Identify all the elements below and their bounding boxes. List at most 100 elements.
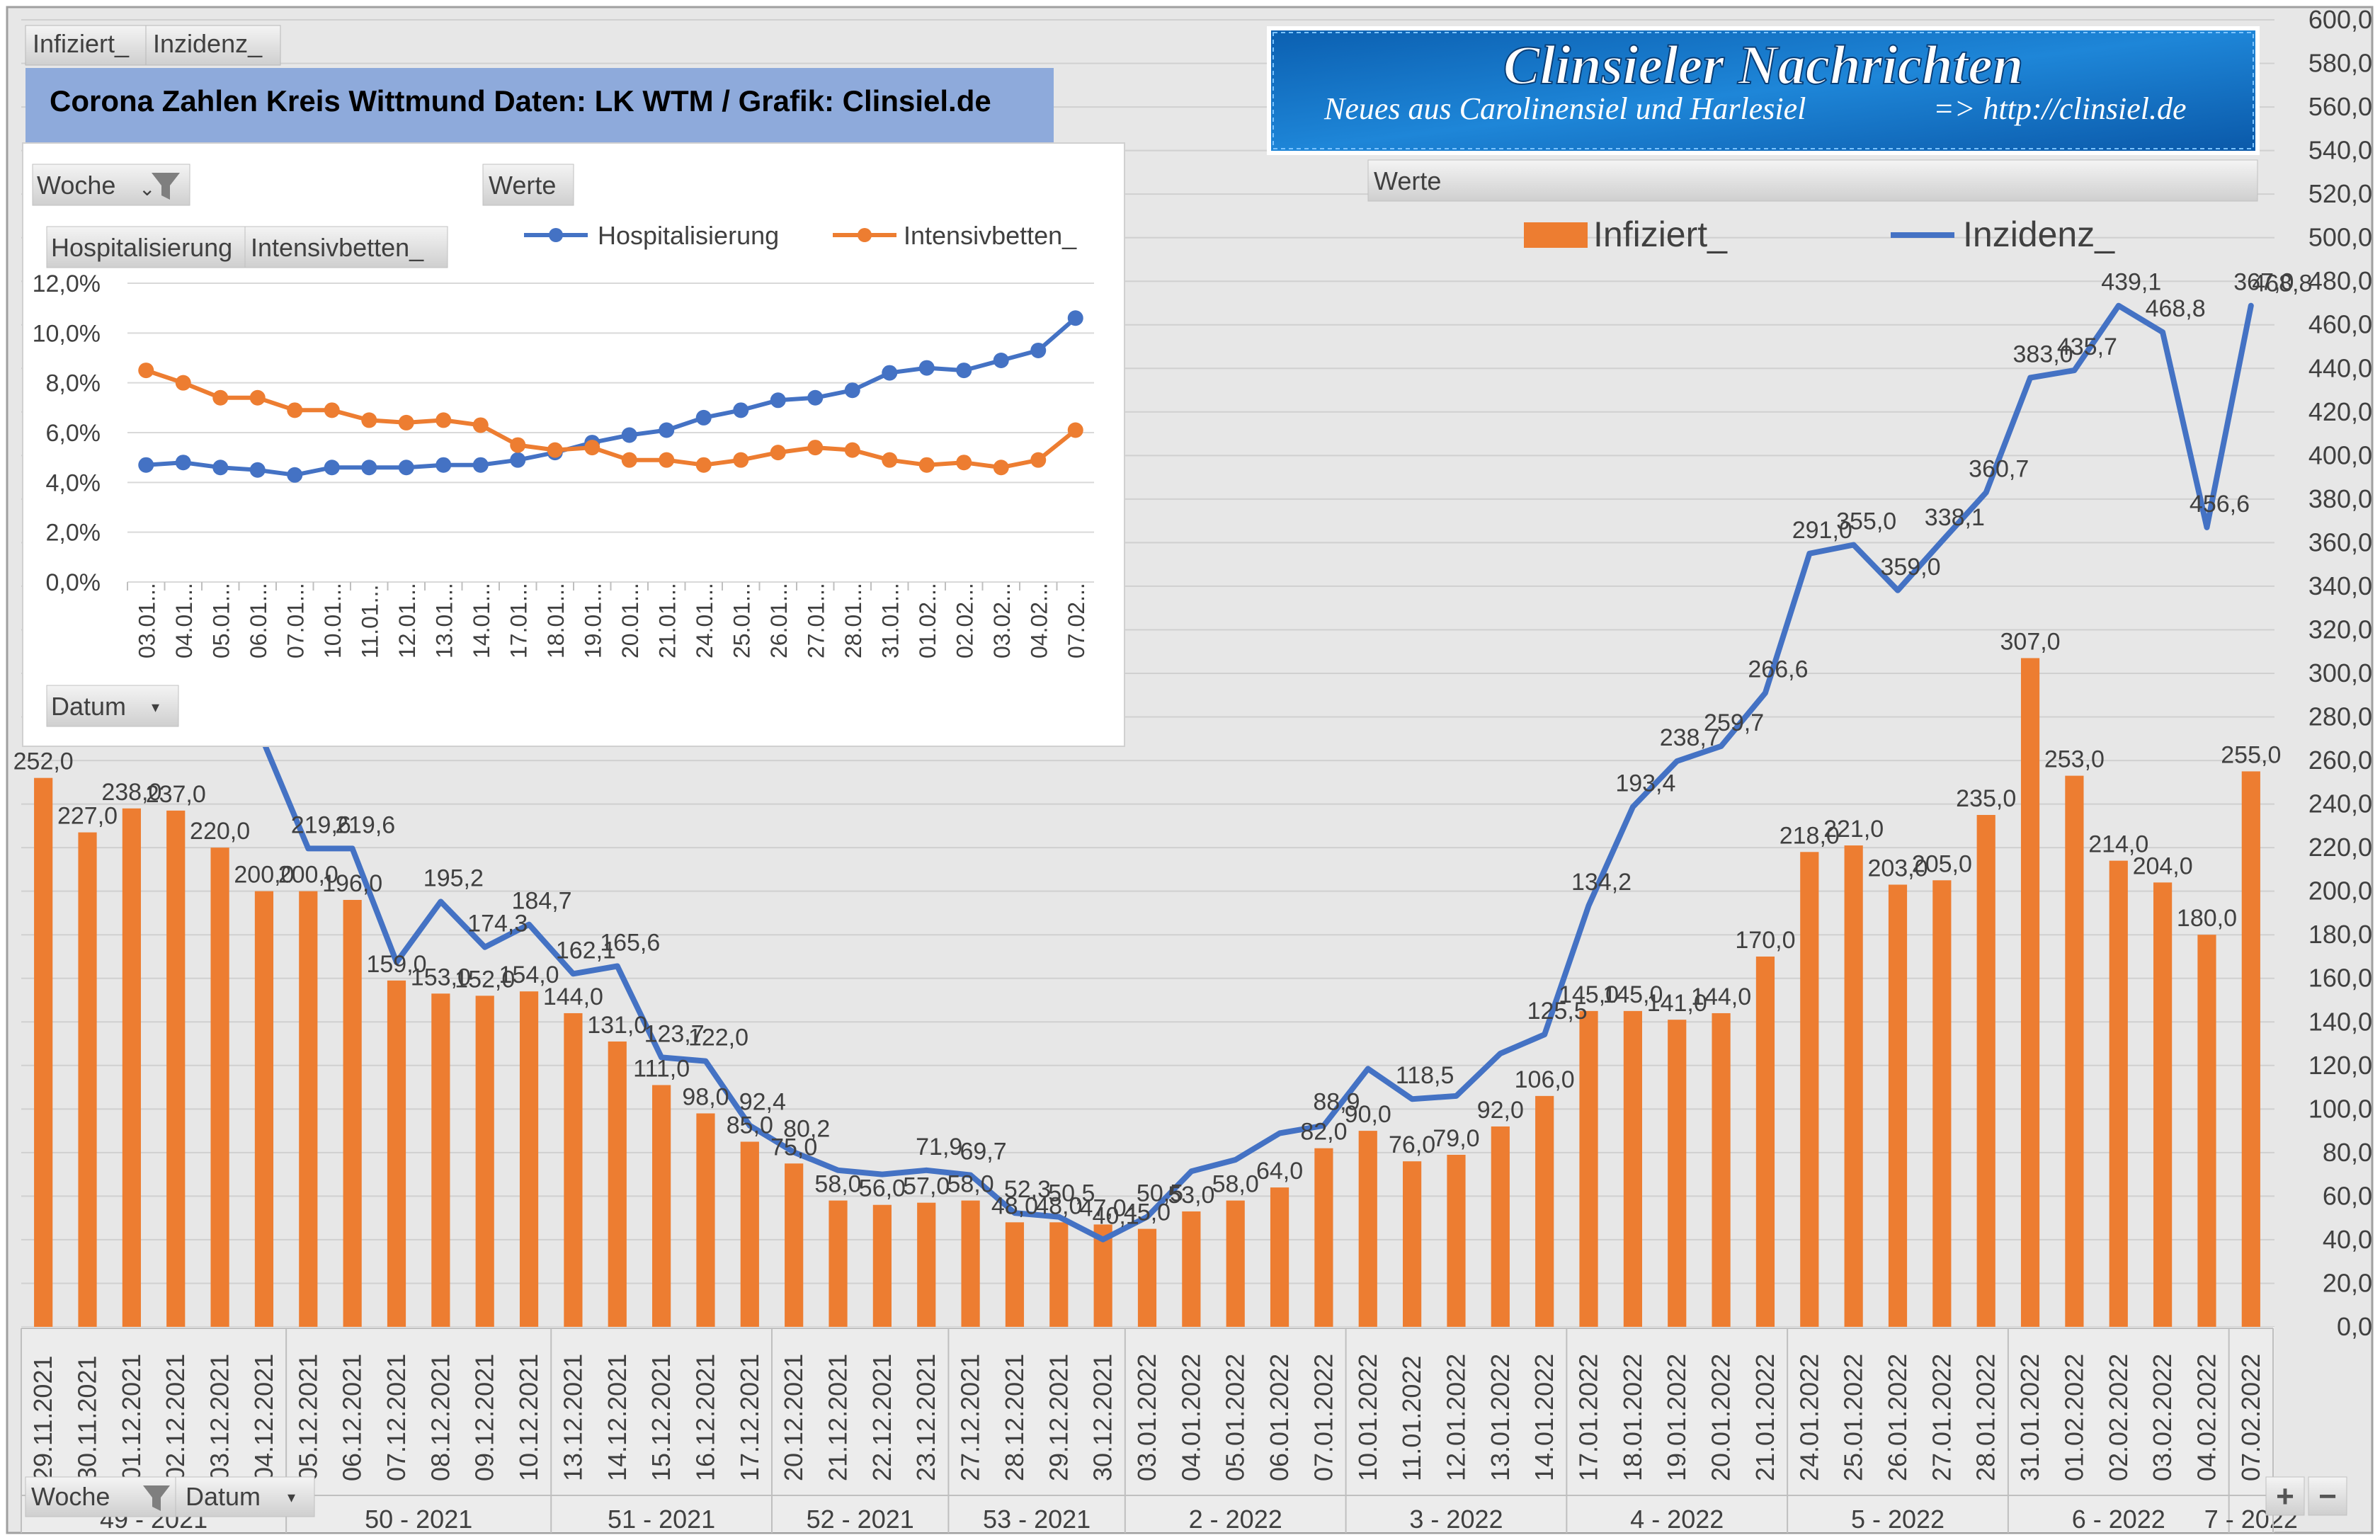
week-group-label: 2 - 2022 [1189, 1505, 1282, 1534]
inset-point-hospitalisierung [138, 457, 154, 473]
bar-infiziert [608, 1041, 627, 1327]
bar-data-label: 159,0 [366, 951, 426, 978]
line-data-label: 435,7 [2057, 333, 2117, 360]
right-axis-tick-label: 340,0 [2308, 571, 2372, 600]
right-axis-tick-label: 500,0 [2308, 223, 2372, 252]
bar-infiziert [1358, 1131, 1377, 1327]
legend-label-infiziert: Infiziert_ [1593, 215, 1728, 254]
inset-pivot-button-werte[interactable]: Werte [482, 164, 574, 206]
dropdown-arrow-icon: ▾ [287, 1488, 295, 1506]
x-tick-label: 20.12.2021 [779, 1354, 808, 1481]
expand-button[interactable]: + [2265, 1476, 2305, 1516]
right-axis-tick-label: 400,0 [2308, 440, 2372, 469]
bar-data-label: 203,0 [1867, 855, 1928, 882]
week-group-label: 6 - 2022 [2072, 1505, 2165, 1534]
pivot-button-werte-main[interactable]: Werte [1367, 159, 2258, 202]
inset-y-tick-label: 12,0% [33, 270, 101, 297]
pivot-button-woche-bottom[interactable]: Woche [25, 1476, 176, 1517]
x-tick-label: 27.12.2021 [956, 1354, 985, 1481]
pivot-button-datum-bottom[interactable]: Datum ▾ [175, 1476, 315, 1517]
bar-data-label: 98,0 [682, 1083, 729, 1110]
x-tick-label: 01.02.2022 [2059, 1354, 2088, 1481]
line-data-label: 125,5 [1527, 998, 1588, 1025]
inset-point-intensivbetten [324, 402, 340, 418]
banner-title: Clinsieler Nachrichten [1503, 34, 2024, 96]
inset-legend: Hospitalisierung Intensivbetten_ [524, 221, 1077, 250]
inset-pivot-button-datum[interactable]: Datum ▾ [46, 685, 179, 727]
line-data-label-last: 468,8 [2252, 270, 2312, 297]
bar-infiziert [785, 1163, 804, 1327]
bar-data-label: 221,0 [1823, 816, 1884, 843]
right-axis-tick-label: 560,0 [2308, 92, 2372, 121]
right-axis-tick-label: 120,0 [2308, 1051, 2372, 1080]
line-data-label: 355,0 [1836, 508, 1896, 535]
banner-subtitle: Neues aus Carolinensiel und Harlesiel [1323, 91, 1806, 126]
x-tick-label: 02.12.2021 [161, 1354, 190, 1481]
inset-x-tick-label: 06.01... [246, 583, 271, 658]
x-tick-label: 10.01.2022 [1353, 1354, 1382, 1481]
inset-y-tick-label: 0,0% [46, 569, 101, 596]
week-group-label: 52 - 2021 [807, 1505, 914, 1534]
infiziert-bars [34, 658, 2260, 1327]
bar-infiziert [740, 1141, 759, 1327]
bar-infiziert [1314, 1148, 1333, 1327]
pivot-button-infiziert[interactable]: Infiziert_ [25, 25, 147, 66]
inset-pivot-button-werte-label: Werte [489, 171, 556, 200]
bar-infiziert [1270, 1187, 1289, 1327]
inset-pivot-button-intensivbetten[interactable]: Intensivbetten_ [244, 226, 448, 268]
x-tick-label: 14.01.2022 [1530, 1354, 1559, 1481]
inset-pivot-button-hospitalisierung[interactable]: Hospitalisierung [46, 226, 246, 268]
x-tick-label: 06.01.2022 [1265, 1354, 1294, 1481]
x-tick-label: 29.11.2021 [28, 1355, 57, 1481]
bar-data-label: 92,0 [1477, 1097, 1524, 1124]
x-tick-label: 09.12.2021 [470, 1354, 499, 1481]
line-data-label: 92,4 [739, 1089, 786, 1116]
bar-infiziert [2109, 860, 2128, 1327]
x-tick-label: 05.01.2022 [1221, 1354, 1250, 1481]
bar-infiziert [519, 991, 539, 1327]
main-legend: Infiziert_ Inzidenz_ [1524, 215, 2115, 254]
line-data-label: 184,7 [512, 888, 572, 915]
bar-data-label: 58,0 [947, 1171, 993, 1198]
inset-point-intensivbetten [249, 389, 266, 406]
right-axis-tick-label: 200,0 [2308, 877, 2372, 906]
dropdown-arrow-icon: ▾ [152, 698, 159, 716]
inset-point-hospitalisierung [807, 389, 824, 406]
inset-point-hospitalisierung [435, 457, 452, 473]
line-data-label: 359,0 [1880, 554, 1940, 581]
inset-point-hospitalisierung [659, 422, 675, 438]
week-group-label: 4 - 2022 [1630, 1505, 1724, 1534]
x-tick-label: 25.01.2022 [1839, 1354, 1868, 1481]
bar-data-label: 238,0 [101, 779, 161, 806]
line-data-label: 238,7 [1660, 724, 1720, 751]
inset-pivot-button-woche[interactable]: Woche ⌄ [32, 164, 190, 206]
line-data-label: 162,1 [556, 937, 616, 964]
x-tick-label: 22.12.2021 [867, 1354, 896, 1481]
bar-infiziert [564, 1013, 583, 1327]
bar-data-label: 218,0 [1780, 822, 1840, 849]
bar-data-label: 64,0 [1256, 1158, 1303, 1185]
week-group-label: 5 - 2022 [1851, 1505, 1945, 1534]
bar-infiziert [431, 993, 450, 1327]
pivot-button-inzidenz[interactable]: Inzidenz_ [145, 25, 281, 66]
inset-y-tick-label: 10,0% [33, 320, 101, 347]
infiziert-data-labels: 252,0227,0238,0237,0220,0200,0200,0196,0… [13, 628, 2282, 1226]
line-data-label: 468,8 [2146, 295, 2206, 322]
right-axis-tick-label: 320,0 [2308, 615, 2372, 644]
inset-point-hospitalisierung [1067, 310, 1083, 326]
inset-point-hospitalisierung [212, 460, 229, 476]
bar-data-label: 58,0 [1212, 1171, 1259, 1198]
inset-y-tick-label: 4,0% [46, 469, 101, 496]
minus-icon: − [2318, 1479, 2337, 1514]
right-axis-tick-label: 100,0 [2308, 1094, 2372, 1123]
bar-data-label: 53,0 [1168, 1182, 1214, 1209]
bar-data-label: 111,0 [633, 1055, 690, 1082]
right-axis-tick-label: 520,0 [2308, 179, 2372, 208]
bar-infiziert [2065, 775, 2084, 1327]
collapse-button[interactable]: − [2308, 1476, 2347, 1516]
inzidenz-data-labels: 259,6219,6219,6195,2174,3184,7162,1165,6… [246, 269, 2312, 1230]
bar-data-label: 154,0 [499, 962, 559, 988]
x-tick-label: 07.02.2022 [2236, 1354, 2265, 1481]
inset-axis-labels: 0,0% 2,0% 4,0% 6,0% 8,0% 10,0% 12,0% 03.01... 04… [33, 270, 1089, 658]
